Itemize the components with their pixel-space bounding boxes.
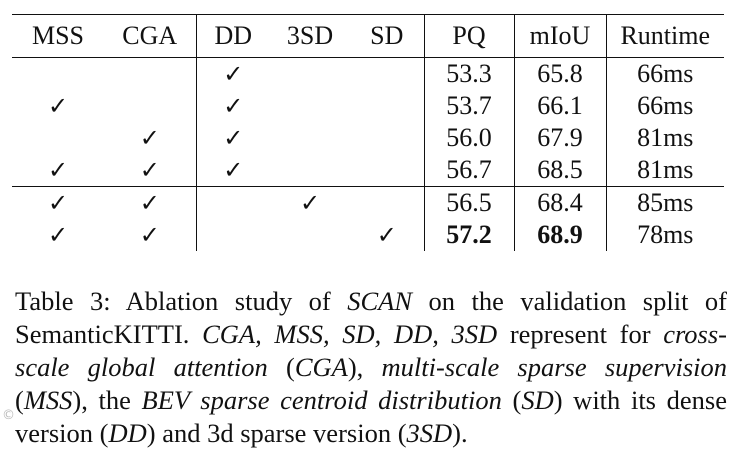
cell-mss <box>12 122 104 154</box>
cell-dd: ✓ <box>195 154 270 187</box>
cell-3sd <box>270 154 350 187</box>
caption-text: ( <box>501 384 522 415</box>
caption-text: ) and 3d sparse version ( <box>146 417 407 448</box>
cell-pq: 53.3 <box>423 57 514 90</box>
header-sd: SD <box>350 14 424 58</box>
cell-pq: 56.7 <box>423 154 514 187</box>
header-3sd: 3SD <box>270 14 350 58</box>
header-pq: PQ <box>423 14 514 58</box>
caption-text: Table 3: Ablation study of <box>15 285 348 316</box>
table-header-row: MSS CGA DD 3SD SD PQ mIoU Runtime <box>12 14 724 58</box>
cell-3sd <box>270 219 350 251</box>
cell-miou: 68.4 <box>513 186 606 219</box>
caption-text: ( <box>15 384 24 415</box>
cell-runtime: 66ms <box>605 90 724 122</box>
ablation-table: MSS CGA DD 3SD SD PQ mIoU Runtime ✓ 53.3… <box>12 14 724 251</box>
cell-miou: 65.8 <box>513 57 606 90</box>
cell-cga: ✓ <box>139 156 160 184</box>
cell-cga: ✓ <box>104 186 196 219</box>
caption-sd: SD <box>521 384 554 415</box>
caption-text: represent for <box>497 318 664 349</box>
cell-sd <box>350 90 424 122</box>
caption-sd-full: BEV sparse centroid distribution <box>141 384 502 415</box>
cell-runtime: 81ms <box>605 154 724 187</box>
cell-pq-best: 57.2 <box>423 219 514 251</box>
table-row: ✓ ✓ 53.7 66.1 66ms <box>12 90 724 122</box>
header-dd: DD <box>195 14 270 58</box>
table-row: ✓ ✓ ✓ 57.2 68.9 78ms <box>12 219 724 251</box>
cell-sd: ✓ <box>376 221 397 249</box>
cell-cga: ✓ <box>139 124 160 152</box>
cell-runtime: 81ms <box>605 122 724 154</box>
cell-pq: 56.5 <box>423 186 514 219</box>
cell-3sd <box>270 90 350 122</box>
caption-text: ), the <box>72 384 142 415</box>
cell-cga <box>104 58 196 91</box>
cell-dd: ✓ <box>195 122 270 154</box>
cell-miou: 66.1 <box>513 90 606 122</box>
header-runtime: Runtime <box>605 14 724 58</box>
cell-3sd: ✓ <box>270 186 350 219</box>
cell-dd: ✓ <box>195 57 270 90</box>
caption-text: ( <box>267 351 295 382</box>
caption-text: ). <box>452 417 468 448</box>
header-miou: mIoU <box>513 14 606 58</box>
cell-cga: ✓ <box>139 221 160 249</box>
cell-miou-best: 68.9 <box>513 219 606 251</box>
caption-cga-full: cross-scale global attention <box>15 318 727 382</box>
caption-text: ), <box>347 351 382 382</box>
cell-miou: 67.9 <box>513 122 606 154</box>
caption-method-name: SCAN <box>347 285 413 316</box>
cell-sd <box>350 58 424 91</box>
caption-dd: DD <box>108 417 147 448</box>
cell-dd <box>195 186 270 219</box>
cell-runtime: 66ms <box>605 57 724 90</box>
cell-sd <box>350 186 424 219</box>
table-row: ✓ ✓ 56.0 67.9 81ms <box>12 122 724 154</box>
caption-mss-full: multi-scale sparse su­pervision <box>381 351 728 382</box>
cell-pq: 53.7 <box>423 90 514 122</box>
table-row: ✓ 53.3 65.8 66ms <box>12 57 724 91</box>
caption-abbreviations: CGA, MSS, SD, DD, 3SD <box>202 318 498 349</box>
table-row: ✓ ✓ ✓ 56.7 68.5 81ms <box>12 154 724 187</box>
header-cga: CGA <box>104 14 196 58</box>
cell-dd <box>195 219 270 251</box>
cell-runtime: 85ms <box>605 186 724 219</box>
caption-3sd: 3SD <box>406 417 453 448</box>
table-caption: Table 3: Ablation study of SCAN on the v… <box>15 285 727 450</box>
caption-mss: MSS <box>23 384 73 415</box>
cell-sd <box>350 122 424 154</box>
cell-3sd <box>270 58 350 91</box>
cell-3sd <box>270 122 350 154</box>
cell-mss: ✓ <box>47 156 69 184</box>
cell-miou: 68.5 <box>513 154 606 187</box>
watermark-logo: © <box>2 408 15 423</box>
cell-mss <box>12 58 104 91</box>
cell-runtime: 78ms <box>605 219 724 251</box>
header-mss: MSS <box>12 14 104 58</box>
table-row: ✓ ✓ ✓ 56.5 68.4 85ms <box>12 186 724 219</box>
cell-dd: ✓ <box>195 90 270 122</box>
cell-mss: ✓ <box>47 92 69 120</box>
caption-cga: CGA <box>294 351 348 382</box>
cell-pq: 56.0 <box>423 122 514 154</box>
cell-sd <box>350 154 424 187</box>
cell-mss: ✓ <box>47 221 69 249</box>
cell-mss: ✓ <box>12 186 104 219</box>
caption-text: on the validation split of SemanticKITTI… <box>15 285 727 349</box>
cell-cga <box>104 90 196 122</box>
